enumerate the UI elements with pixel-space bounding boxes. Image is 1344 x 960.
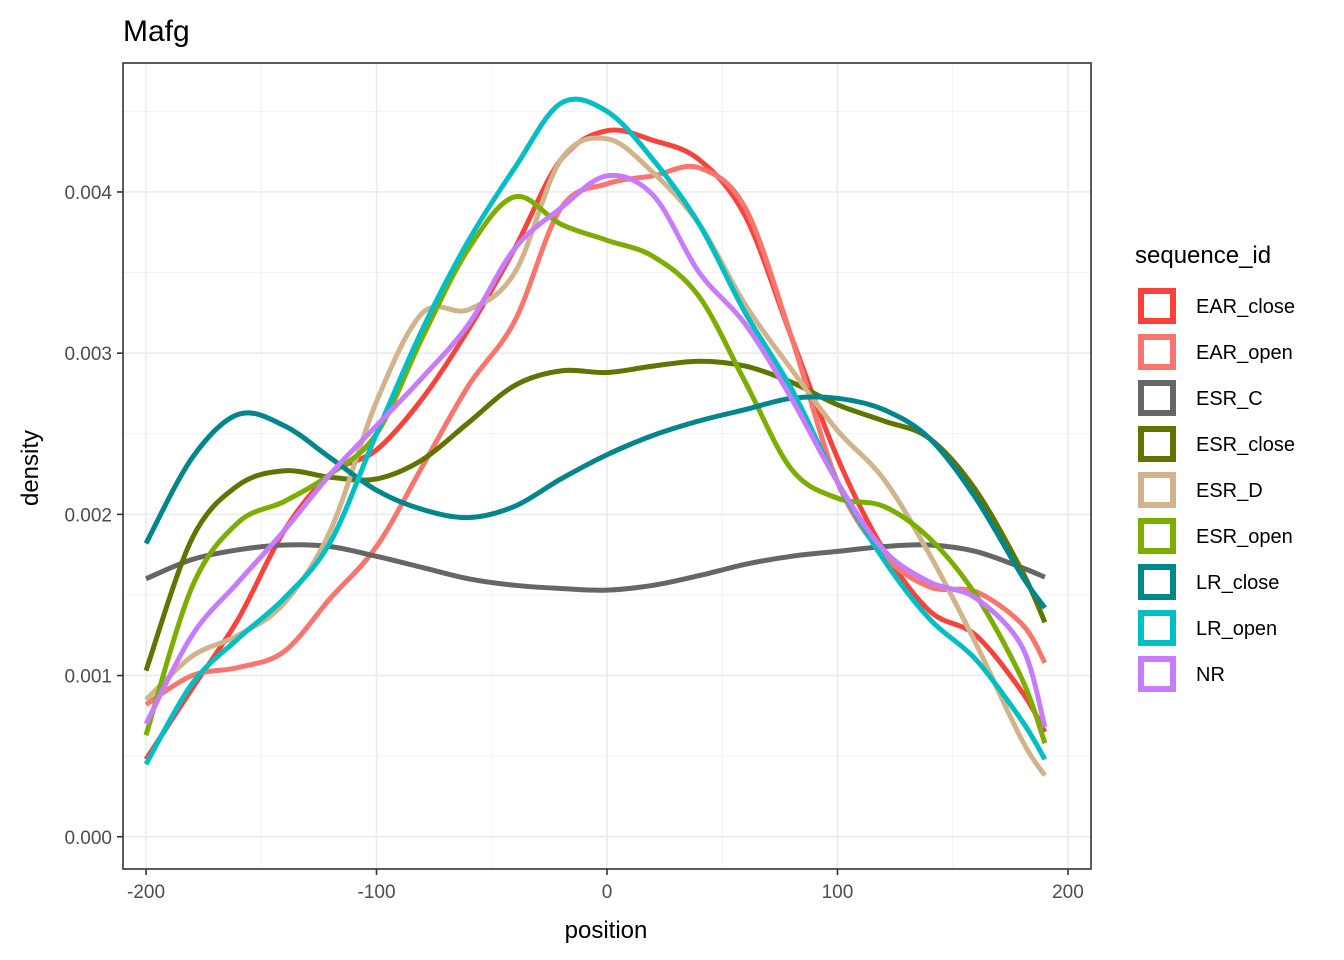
legend-label-ESR_close: ESR_close — [1196, 434, 1295, 456]
legend-key-EAR_open — [1138, 334, 1176, 370]
series-line-LR_open — [143, 96, 1048, 766]
x-tick-label: 100 — [822, 882, 854, 903]
x-tick-label: -200 — [127, 882, 165, 903]
y-tick-label: 0.003 — [64, 344, 112, 365]
x-axis-title: position — [565, 917, 648, 944]
legend-key-ESR_D — [1138, 472, 1176, 508]
series-line-LR_close — [143, 394, 1047, 610]
legend-title: sequence_id — [1135, 242, 1271, 269]
y-tick-label: 0.002 — [64, 505, 112, 526]
series-line-EAR_open — [144, 163, 1048, 707]
legend-label-ESR_D: ESR_D — [1196, 480, 1263, 502]
x-tick-label: 0 — [602, 882, 613, 903]
x-tick-label: -100 — [358, 882, 396, 903]
plot-panel — [122, 62, 1092, 870]
legend-label-ESR_open: ESR_open — [1196, 526, 1293, 548]
legend: sequence_id EAR_close EAR_open ESR_C ESR_cl… — [1135, 242, 1295, 692]
y-tick-label: 0.001 — [64, 667, 112, 688]
series-line-NR — [143, 172, 1048, 728]
legend-label-EAR_close: EAR_close — [1196, 296, 1295, 318]
legend-label-LR_close: LR_close — [1196, 572, 1279, 594]
y-axis: 0.000 0.001 0.002 0.003 0.004 — [64, 183, 123, 849]
chart-title: Mafg — [123, 15, 190, 48]
legend-label-LR_open: LR_open — [1196, 618, 1277, 640]
legend-key-LR_open — [1138, 610, 1176, 646]
legend-key-ESR_C — [1138, 380, 1176, 416]
x-axis: -200 -100 0 100 200 — [127, 869, 1084, 903]
legend-key-ESR_close — [1138, 426, 1176, 462]
y-axis-title: density — [17, 430, 44, 506]
legend-key-EAR_close — [1138, 288, 1176, 324]
series-line-ESR_open — [143, 194, 1048, 745]
legend-label-ESR_C: ESR_C — [1196, 388, 1263, 410]
legend-key-NR — [1138, 656, 1176, 692]
series-line-ESR_D — [144, 135, 1048, 777]
y-tick-label: 0.004 — [64, 183, 112, 204]
series-line-ESR_C — [145, 542, 1046, 593]
y-tick-label: 0.000 — [64, 828, 112, 849]
legend-label-EAR_open: EAR_open — [1196, 342, 1293, 364]
legend-label-NR: NR — [1196, 664, 1225, 686]
legend-key-ESR_open — [1138, 518, 1176, 554]
x-tick-label: 200 — [1052, 882, 1084, 903]
legend-key-LR_close — [1138, 564, 1176, 600]
